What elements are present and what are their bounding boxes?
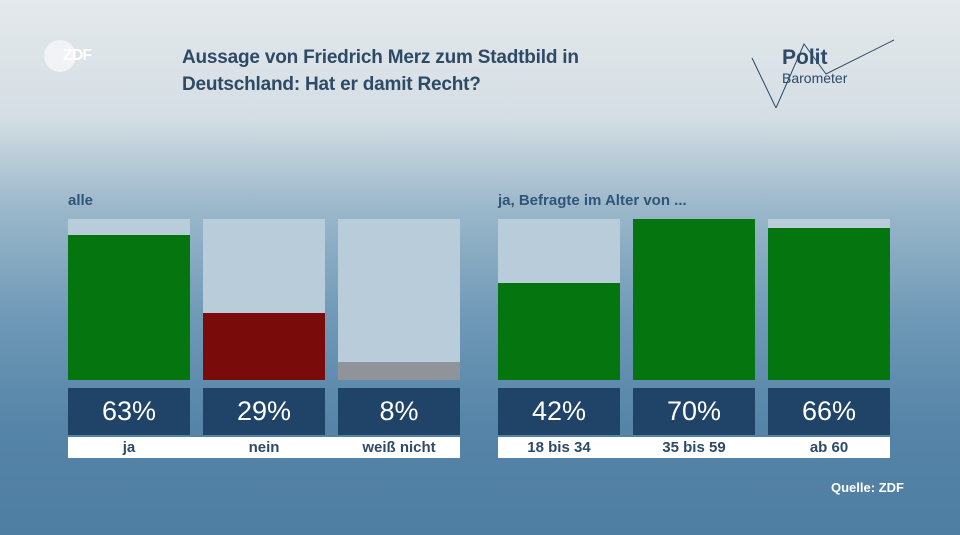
zdf-logo: ZDF bbox=[44, 40, 104, 74]
value-label: 8% bbox=[338, 388, 460, 435]
bar bbox=[338, 361, 460, 380]
politbarometer-logo: Polit Barometer bbox=[748, 38, 898, 108]
category-strip bbox=[498, 437, 890, 458]
bar bbox=[498, 283, 620, 380]
bar-track bbox=[203, 219, 325, 380]
bar-track bbox=[338, 219, 460, 380]
group-label-age: ja, Befragte im Alter von ... bbox=[498, 192, 687, 209]
value-label: 42% bbox=[498, 388, 620, 435]
chart-title: Aussage von Friedrich Merz zum Stadtbild… bbox=[182, 44, 579, 98]
category-label: ab 60 bbox=[809, 439, 849, 456]
bar bbox=[203, 313, 325, 380]
bar bbox=[68, 235, 190, 380]
value-label: 66% bbox=[768, 388, 890, 435]
bar-track bbox=[633, 219, 755, 380]
title-line-1: Aussage von Friedrich Merz zum Stadtbild… bbox=[182, 47, 579, 68]
category-label: weiß nicht bbox=[362, 439, 436, 456]
category-label: nein bbox=[248, 439, 280, 456]
bar bbox=[768, 228, 890, 380]
value-label: 29% bbox=[203, 388, 325, 435]
category-label: ja bbox=[122, 439, 136, 456]
source-label: Quelle: ZDF bbox=[831, 480, 904, 495]
group-label-all: alle bbox=[68, 192, 94, 209]
title-line-2: Deutschland: Hat er damit Recht? bbox=[182, 74, 481, 95]
value-label: 70% bbox=[633, 388, 755, 435]
category-label: 18 bis 34 bbox=[527, 439, 591, 456]
bar-track bbox=[68, 219, 190, 380]
bar-track bbox=[498, 219, 620, 380]
bar bbox=[633, 219, 755, 380]
category-label: 35 bis 59 bbox=[662, 439, 726, 456]
value-label: 63% bbox=[68, 388, 190, 435]
category-strip bbox=[68, 437, 460, 458]
bar-track bbox=[768, 219, 890, 380]
